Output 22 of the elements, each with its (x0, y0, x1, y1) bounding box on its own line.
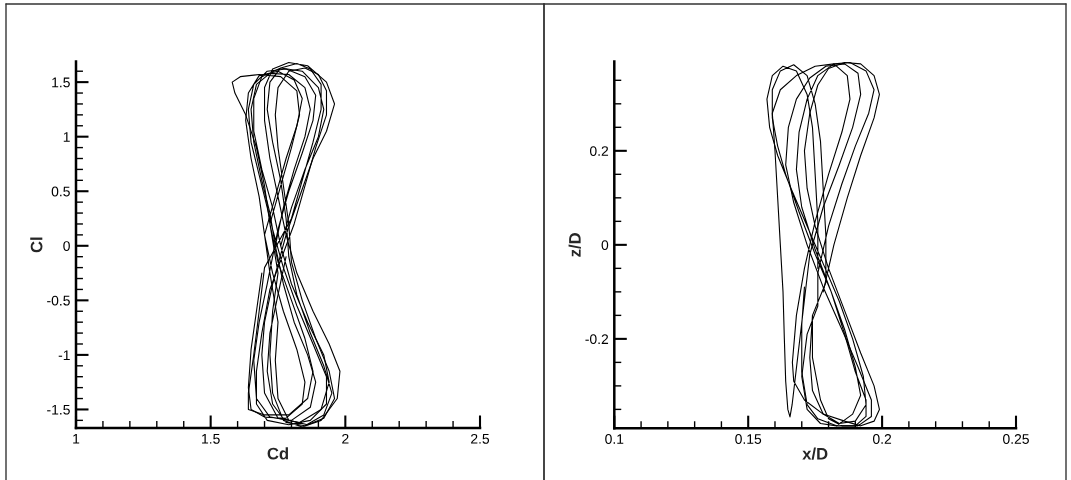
x-tick-label: 0.15 (735, 434, 762, 444)
y-tick-label: -0.5 (47, 295, 70, 306)
x-tick-label: 0.1 (605, 434, 624, 444)
y-tick-label: 1.5 (52, 77, 70, 88)
x-tick-label: 2 (342, 433, 349, 444)
x-tick-label: 0.25 (1003, 434, 1029, 444)
x-tick-label: 2.5 (471, 433, 490, 444)
y-tick-label: 0 (601, 240, 609, 251)
x-tick-label: 0.2 (872, 434, 892, 444)
x-tick-label: 1.5 (202, 434, 220, 444)
x-axis-title: x/D (802, 447, 828, 460)
y-tick-label: -1.5 (47, 404, 70, 415)
y-tick-label: -0.2 (585, 334, 609, 345)
y-tick-label: 0 (63, 241, 70, 251)
y-axis-title: z/D (568, 233, 581, 257)
y-tick-label: 0.2 (589, 146, 609, 156)
x-axis-title: Cd (267, 447, 289, 460)
y-axis-title: Cl (30, 237, 43, 253)
y-tick-label: 1 (63, 132, 70, 142)
y-tick-label: 0.5 (51, 186, 70, 197)
x-tick-label: 1 (73, 434, 80, 444)
y-tick-label: -1 (58, 350, 70, 360)
